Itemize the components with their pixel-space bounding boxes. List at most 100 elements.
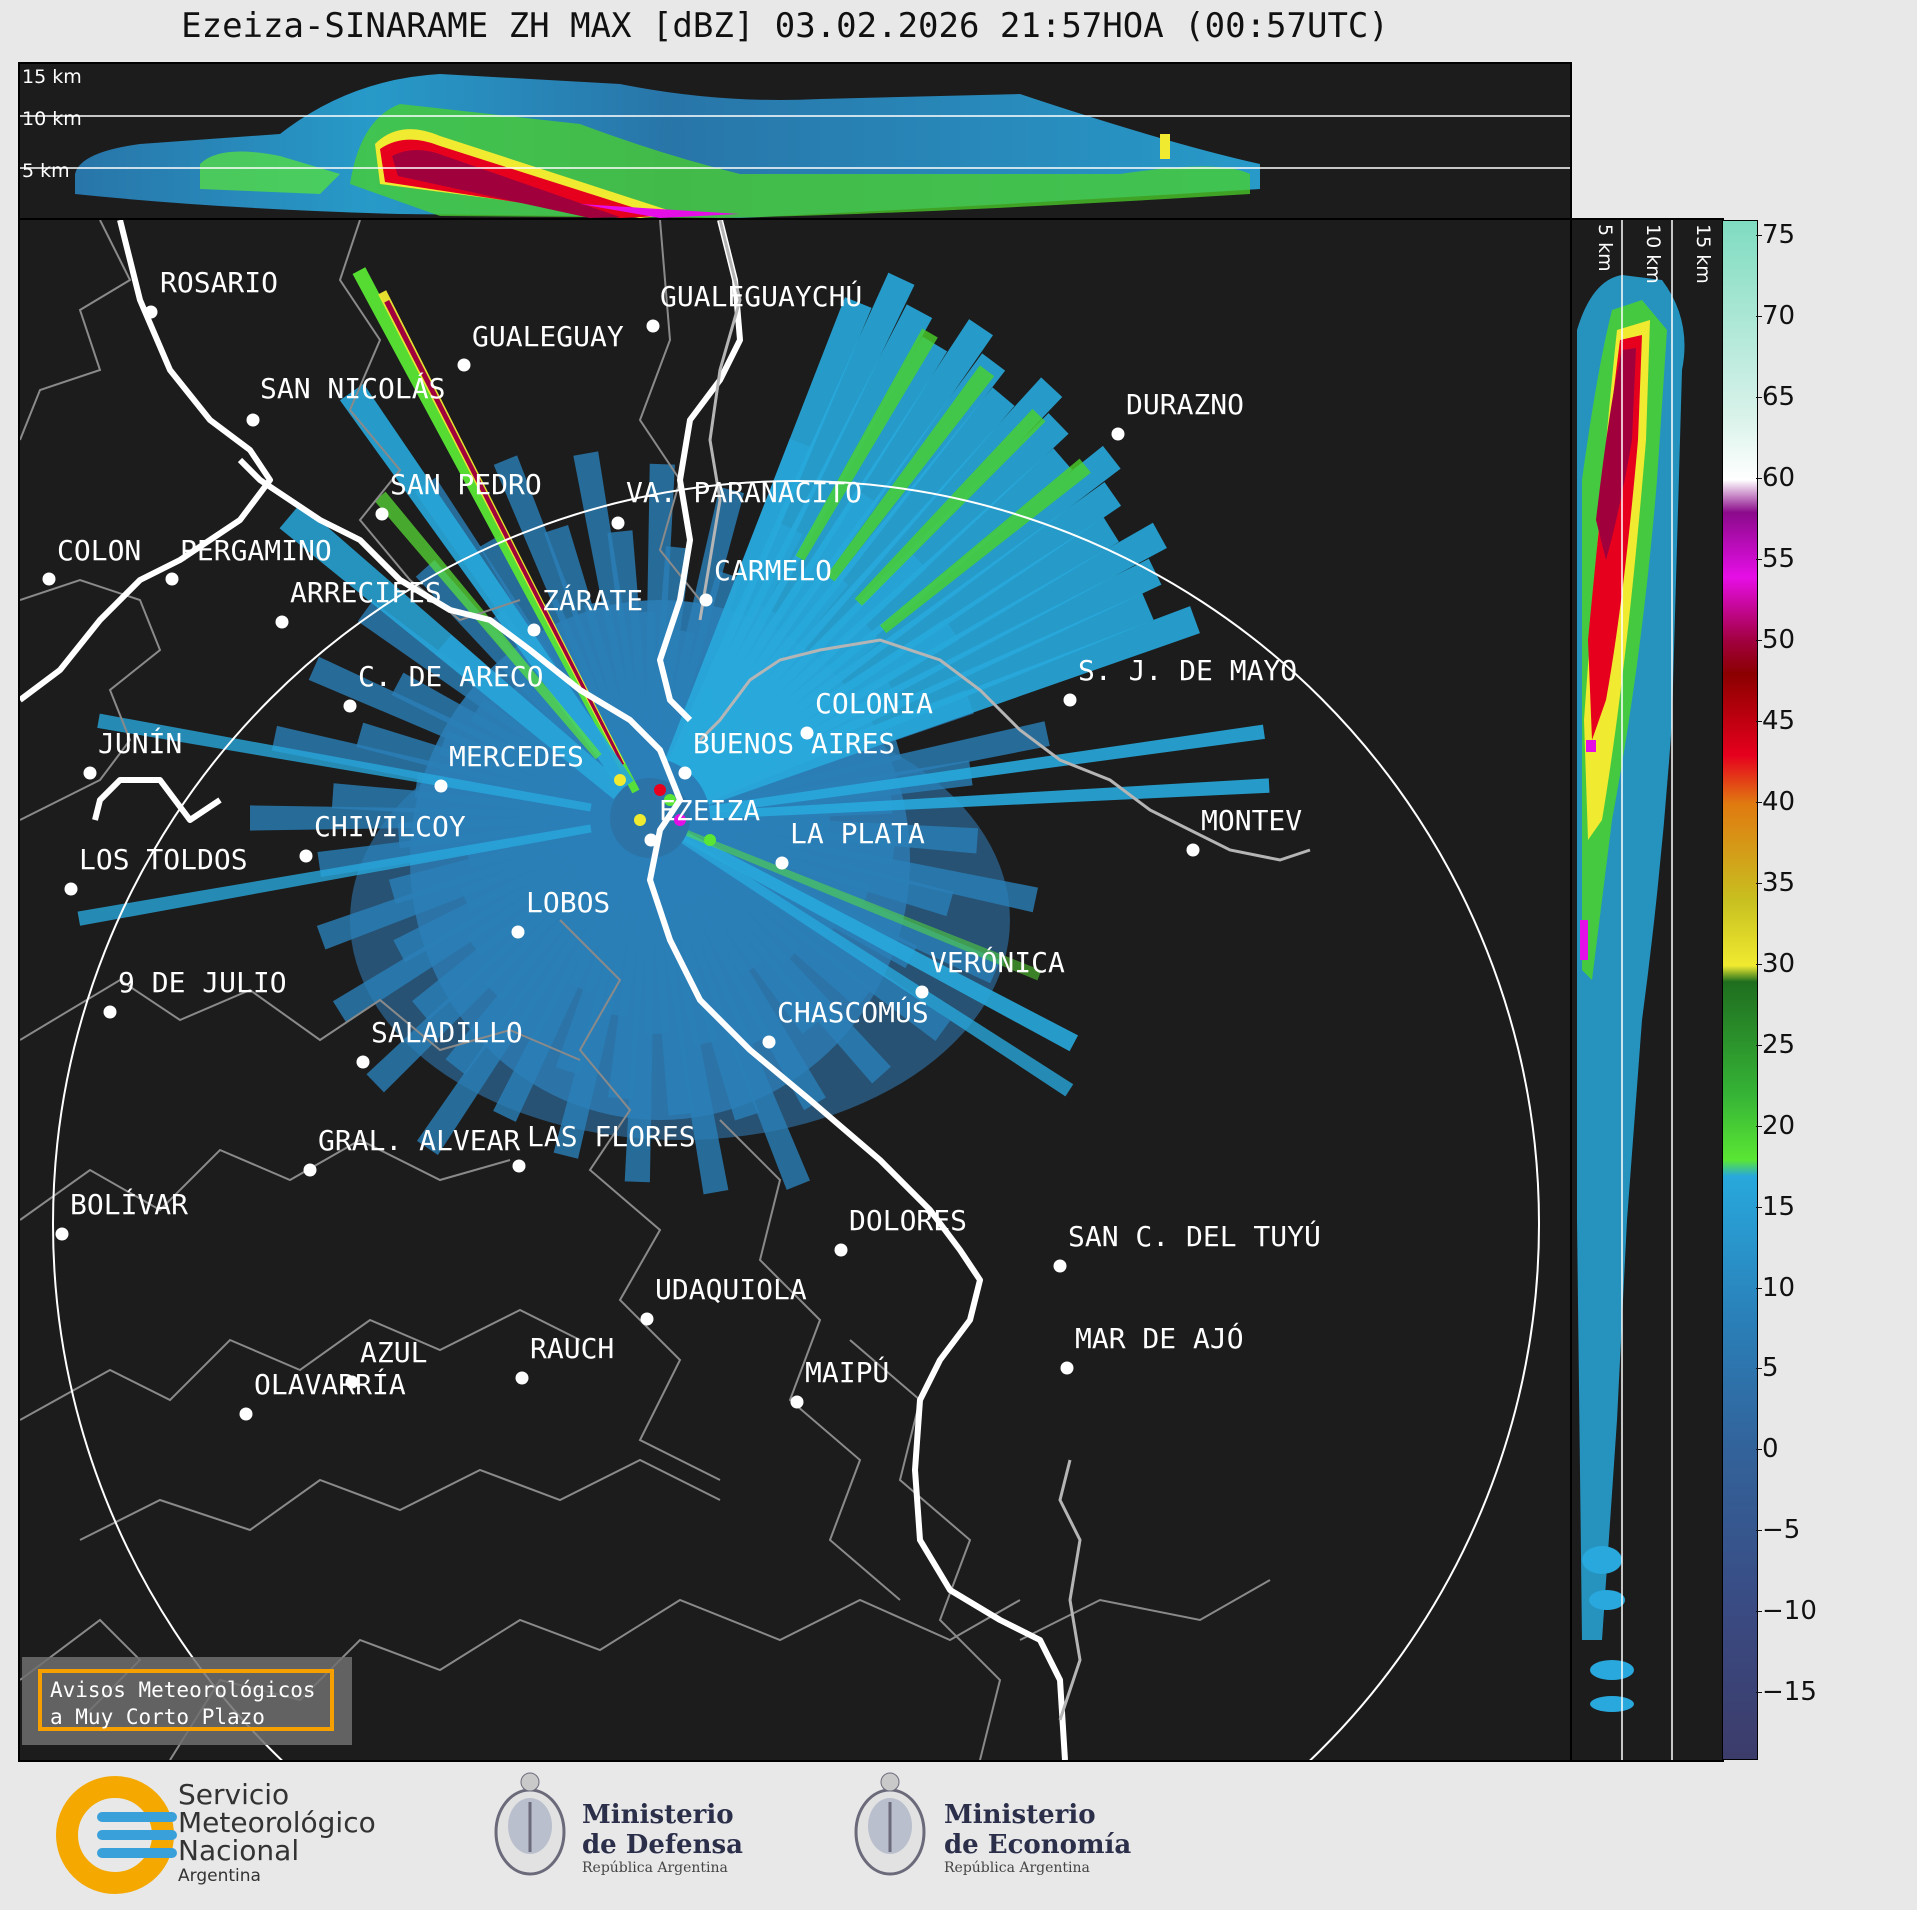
city-marker xyxy=(1063,693,1077,707)
city-label: VERÓNICA xyxy=(930,946,1065,979)
side-section-echo xyxy=(1577,220,1685,1760)
city-label: ZÁRATE xyxy=(542,584,644,617)
city-marker xyxy=(356,1055,370,1069)
city-label: SAN C. DEL TUYÚ xyxy=(1068,1220,1321,1253)
side-height-label-10km: 10 km xyxy=(1642,224,1664,284)
city-marker xyxy=(1060,1361,1074,1375)
city-label: PERGAMINO xyxy=(180,534,332,567)
height-label-5km: 5 km xyxy=(22,160,70,182)
city-label: LA PLATA xyxy=(790,817,925,850)
radar-echo-layer xyxy=(77,267,1270,1195)
avisos-badge[interactable]: Avisos Meteorológicos a Muy Corto Plazo xyxy=(22,1657,352,1745)
city-marker xyxy=(343,699,357,713)
defensa-logo-text: Ministerio de Defensa República Argentin… xyxy=(582,1800,743,1876)
city-label: UDAQUIOLA xyxy=(655,1273,807,1306)
city-label: VA. PARANACITO xyxy=(626,476,863,509)
city-label: CARMELO xyxy=(714,554,833,587)
city-label: LOBOS xyxy=(526,886,611,919)
colorbar-tick: 70 xyxy=(1755,301,1796,332)
city-marker xyxy=(1111,427,1125,441)
avisos-box[interactable]: Avisos Meteorológicos a Muy Corto Plazo xyxy=(38,1669,334,1731)
city-label: GRAL. ALVEAR xyxy=(318,1124,521,1157)
province-borders xyxy=(20,220,1271,1760)
city-marker xyxy=(303,1163,317,1177)
city-label: LAS FLORES xyxy=(527,1120,696,1153)
city-marker xyxy=(699,593,713,607)
economia-title1: Ministerio xyxy=(944,1800,1096,1830)
city-label: MERCEDES xyxy=(449,740,584,773)
logo-graphics xyxy=(56,1772,926,1894)
city-label: C. DE ARECO xyxy=(358,660,544,693)
defensa-title2: de Defensa xyxy=(582,1830,743,1860)
city-marker xyxy=(64,882,78,896)
city-marker xyxy=(144,305,158,319)
colorbar-tick: −10 xyxy=(1756,1596,1817,1627)
city-label: MAIPÚ xyxy=(805,1356,890,1389)
city-label: BUENOS AIRES xyxy=(693,727,896,760)
side-height-label-5km: 5 km xyxy=(1594,224,1616,272)
height-label-15km: 15 km xyxy=(22,66,82,88)
city-marker xyxy=(640,1312,654,1326)
colorbar-tick: 5 xyxy=(1756,1353,1779,1384)
city-marker xyxy=(239,1407,253,1421)
city-label: JUNÍN xyxy=(98,727,183,760)
city-marker xyxy=(457,358,471,372)
city-marker xyxy=(83,766,97,780)
radar-map-graphics xyxy=(20,220,1540,1760)
smn-logo-line1: Servicio xyxy=(178,1778,290,1811)
city-marker xyxy=(646,319,660,333)
city-label: CHASCOMÚS xyxy=(777,996,929,1029)
city-marker xyxy=(299,849,313,863)
city-label: BOLÍVAR xyxy=(70,1188,189,1221)
colorbar-tick: 15 xyxy=(1755,1191,1796,1222)
city-marker xyxy=(644,833,658,847)
city-marker xyxy=(1186,843,1200,857)
city-marker xyxy=(512,1159,526,1173)
city-marker xyxy=(511,925,525,939)
city-marker xyxy=(790,1395,804,1409)
city-marker xyxy=(834,1243,848,1257)
top-height-section: 15 km 10 km 5 km xyxy=(18,62,1572,220)
city-marker xyxy=(515,1371,529,1385)
city-label: DOLORES xyxy=(849,1204,968,1237)
range-ring xyxy=(52,480,1540,1760)
economia-shield-icon xyxy=(854,1772,926,1876)
city-label: MONTEV xyxy=(1201,804,1303,837)
city-label: 9 DE JULIO xyxy=(118,966,287,999)
avisos-line2: a Muy Corto Plazo xyxy=(50,1705,265,1729)
city-label: SALADILLO xyxy=(371,1016,523,1049)
city-marker xyxy=(42,572,56,586)
smn-logo-line2: Meteorológico xyxy=(178,1806,376,1839)
city-label: OLAVARRÍA xyxy=(254,1368,406,1401)
chart-title: Ezeiza-SINARAME ZH MAX [dBZ] 03.02.2026 … xyxy=(181,6,1389,46)
city-marker xyxy=(1053,1259,1067,1273)
city-marker xyxy=(275,615,289,629)
height-label-10km: 10 km xyxy=(22,108,82,130)
city-label: RAUCH xyxy=(530,1332,615,1365)
city-label: COLONIA xyxy=(815,687,934,720)
defensa-sub: República Argentina xyxy=(582,1860,728,1876)
colorbar-tick: 0 xyxy=(1756,1434,1779,1465)
city-marker xyxy=(611,516,625,530)
colorbar-tick: 30 xyxy=(1755,948,1796,979)
colorbar-tick: 50 xyxy=(1755,624,1796,655)
city-marker xyxy=(678,766,692,780)
colorbar-tick: 40 xyxy=(1755,786,1796,817)
city-marker xyxy=(800,726,814,740)
economia-sub: República Argentina xyxy=(944,1860,1090,1876)
colorbar-tick: 55 xyxy=(1755,543,1796,574)
city-label: CHIVILCOY xyxy=(314,810,466,843)
city-label: ARRECIFES xyxy=(290,576,442,609)
city-marker xyxy=(246,413,260,427)
colorbar-tick: 60 xyxy=(1755,463,1796,494)
colorbar-tick: −5 xyxy=(1755,1515,1801,1546)
city-label: AZUL xyxy=(360,1336,428,1369)
city-label: S. J. DE MAYO xyxy=(1078,654,1298,687)
city-marker xyxy=(103,1005,117,1019)
colorbar-tick: 10 xyxy=(1755,1272,1796,1303)
colorbar-tick: 20 xyxy=(1755,1110,1796,1141)
defensa-shield-icon xyxy=(494,1772,566,1876)
city-marker xyxy=(345,1375,359,1389)
city-label: GUALEGUAY xyxy=(472,320,624,353)
economia-logo-text: Ministerio de Economía República Argenti… xyxy=(944,1800,1131,1876)
